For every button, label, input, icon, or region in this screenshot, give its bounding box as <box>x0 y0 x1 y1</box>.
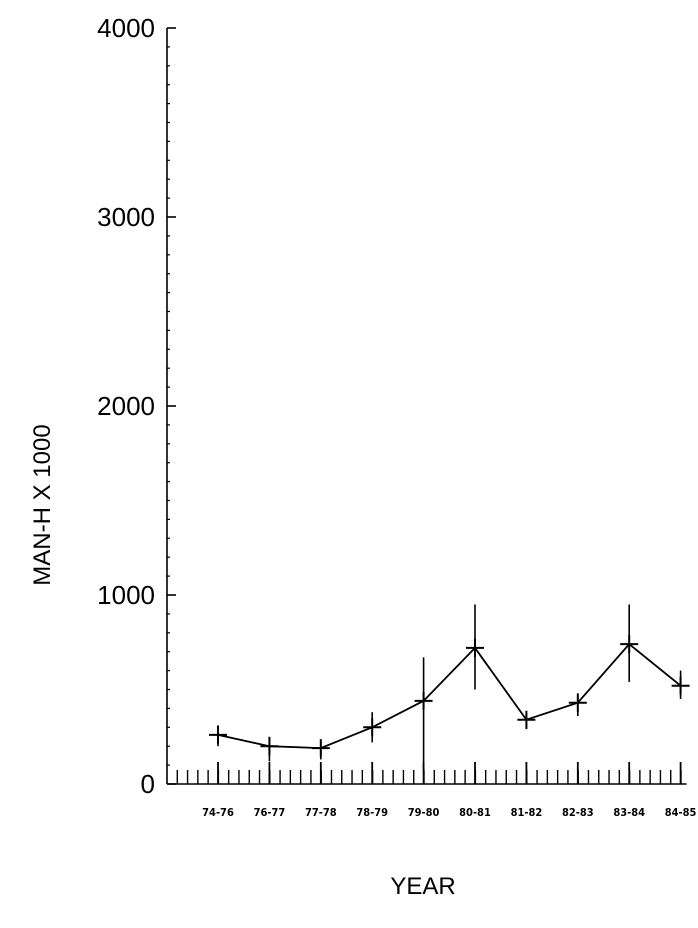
x-tick-label: 80-81 <box>459 806 491 819</box>
x-tick-label: 77-78 <box>305 806 337 819</box>
y-tick-label: 0 <box>141 769 155 799</box>
x-tick-label: 74-76 <box>202 806 234 819</box>
y-tick-label: 4000 <box>97 13 155 43</box>
x-tick-label: 78-79 <box>356 806 388 819</box>
data-point <box>620 635 639 654</box>
x-tick-label: 84-85 <box>665 806 697 819</box>
data-point <box>466 638 484 657</box>
x-tick-label: 79-80 <box>408 806 440 819</box>
data-point <box>311 739 330 758</box>
x-tick-label: 81-82 <box>511 806 543 819</box>
y-tick-label: 2000 <box>97 391 155 421</box>
x-tick-label: 76-77 <box>254 806 286 819</box>
data-point <box>260 737 279 756</box>
series-group <box>209 604 690 773</box>
series-line <box>217 642 682 749</box>
data-point <box>363 718 382 737</box>
y-tick-labels: 0 1000 2000 3000 4000 <box>97 13 155 799</box>
y-axis-title: MAN-H X 1000 <box>29 424 56 585</box>
x-tick-label: 82-83 <box>562 806 594 819</box>
data-point <box>568 693 587 712</box>
x-tick-labels: 74-76 76-77 77-78 78-79 79-80 80-81 81-82 82-83… <box>202 806 696 819</box>
x-tick-label: 83-84 <box>613 806 645 819</box>
y-tick-label: 1000 <box>97 580 155 610</box>
data-point <box>414 691 433 710</box>
data-point <box>671 676 690 695</box>
data-point <box>517 710 536 729</box>
y-tick-label: 3000 <box>97 202 155 232</box>
axes <box>166 27 687 785</box>
x-axis-title: YEAR <box>390 873 455 900</box>
data-point <box>209 725 227 744</box>
